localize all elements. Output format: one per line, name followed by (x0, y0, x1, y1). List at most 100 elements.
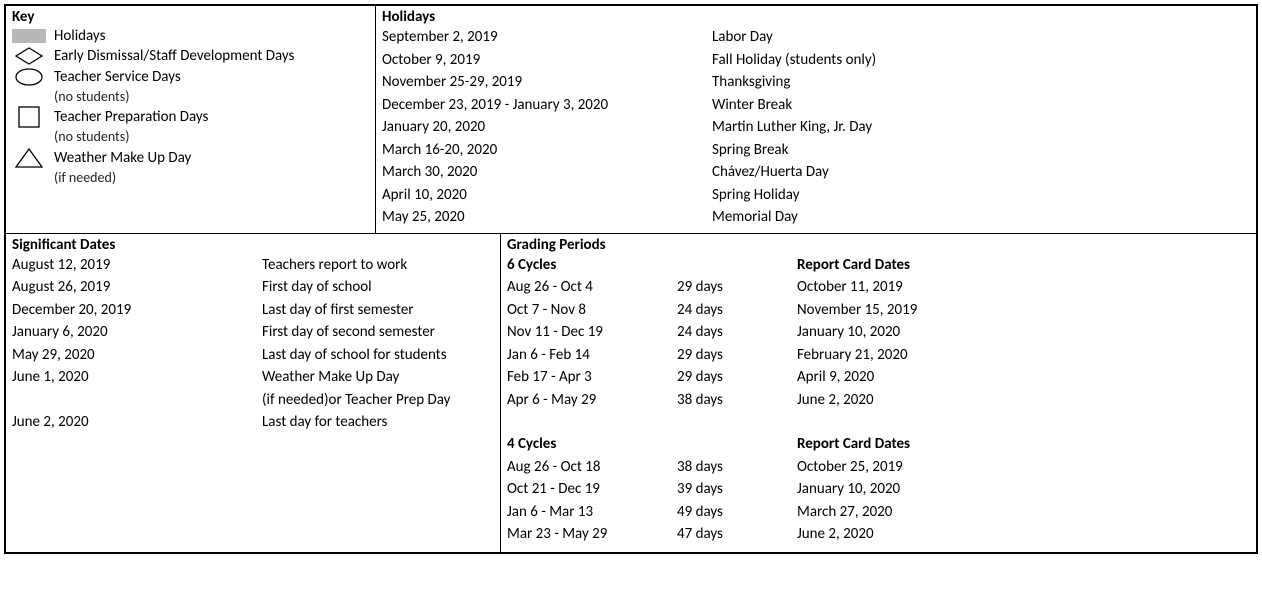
cycle-range: Oct 7 - Nov 8 (507, 299, 677, 322)
four-row: Jan 6 - Mar 1349 daysMarch 27, 2020 (507, 501, 1250, 524)
key-item-holidays: Holidays (12, 26, 369, 46)
sig-dates-col: August 12, 2019 August 26, 2019 December… (12, 254, 262, 434)
four-row: Aug 26 - Oct 1838 daysOctober 25, 2019 (507, 456, 1250, 479)
sig-date (12, 389, 262, 412)
key-label: Early Dismissal/Staff Development Days (54, 46, 294, 66)
diamond-icon (12, 46, 46, 66)
holiday-date: December 23, 2019 - January 3, 2020 (382, 94, 712, 117)
six-row: Aug 26 - Oct 429 daysOctober 11, 2019 (507, 276, 1250, 299)
sig-date: December 20, 2019 (12, 299, 262, 322)
key-note: (if needed) (54, 169, 116, 186)
report-date: March 27, 2020 (797, 501, 1250, 524)
cycle-days: 39 days (677, 478, 797, 501)
cycle-range: Aug 26 - Oct 18 (507, 456, 677, 479)
sig-desc-col: Teachers report to work First day of sch… (262, 254, 494, 434)
holiday-name: Martin Luther King, Jr. Day (712, 116, 1250, 139)
holiday-name: Thanksgiving (712, 71, 1250, 94)
sig-date: June 1, 2020 (12, 366, 262, 389)
sig-date: August 26, 2019 (12, 276, 262, 299)
holiday-name: Memorial Day (712, 206, 1250, 229)
key-section: Key Holidays Early Dismissal/Staff Devel… (6, 6, 376, 233)
cycle-range: Aug 26 - Oct 4 (507, 276, 677, 299)
holiday-name: Labor Day (712, 26, 1250, 49)
holiday-date: January 20, 2020 (382, 116, 712, 139)
cycle-days: 29 days (677, 344, 797, 367)
holiday-date: September 2, 2019 (382, 26, 712, 49)
spacer (507, 411, 1250, 433)
sig-desc: First day of second semester (262, 321, 494, 344)
sig-desc: Last day for teachers (262, 411, 494, 434)
key-label: Teacher Service Days (54, 68, 181, 86)
report-date: April 9, 2020 (797, 366, 1250, 389)
four-row: Oct 21 - Dec 1939 daysJanuary 10, 2020 (507, 478, 1250, 501)
report-date: January 10, 2020 (797, 478, 1250, 501)
report-date: January 10, 2020 (797, 321, 1250, 344)
ellipse-icon (12, 67, 46, 87)
six-cycles-header: 6 Cycles Report Card Dates (507, 254, 1250, 277)
holiday-names-col: Labor Day Fall Holiday (students only) T… (712, 26, 1250, 229)
report-card-header: Report Card Dates (797, 254, 1250, 277)
triangle-icon (12, 148, 46, 168)
key-label: Teacher Preparation Days (54, 108, 208, 126)
key-item-teacher-prep: Teacher Preparation Days (no students) (12, 107, 369, 148)
cycle-range: Feb 17 - Apr 3 (507, 366, 677, 389)
sig-desc: Teachers report to work (262, 254, 494, 277)
cycle-days: 47 days (677, 523, 797, 546)
holiday-name: Chávez/Huerta Day (712, 161, 1250, 184)
cycle-range: Oct 21 - Dec 19 (507, 478, 677, 501)
cycle-days: 29 days (677, 276, 797, 299)
cycle-days: 24 days (677, 299, 797, 322)
sig-date: June 2, 2020 (12, 411, 262, 434)
key-label: Weather Make Up Day (54, 149, 191, 167)
sig-desc: Last day of school for students (262, 344, 494, 367)
holidays-section: Holidays September 2, 2019 October 9, 20… (376, 6, 1256, 233)
report-date: February 21, 2020 (797, 344, 1250, 367)
cycle-days: 38 days (677, 456, 797, 479)
sig-desc: (if needed)or Teacher Prep Day (262, 389, 494, 412)
cycle-range: Apr 6 - May 29 (507, 389, 677, 412)
holidays-title: Holidays (382, 8, 1250, 26)
sig-desc: First day of school (262, 276, 494, 299)
holiday-name: Spring Break (712, 139, 1250, 162)
sig-date: August 12, 2019 (12, 254, 262, 277)
holiday-date: April 10, 2020 (382, 184, 712, 207)
key-title: Key (12, 8, 369, 26)
report-date: October 11, 2019 (797, 276, 1250, 299)
cycle-days: 24 days (677, 321, 797, 344)
report-date: November 15, 2019 (797, 299, 1250, 322)
bottom-row: Significant Dates August 12, 2019 August… (6, 234, 1256, 552)
cycle-days: 49 days (677, 501, 797, 524)
holiday-fill-icon (12, 26, 46, 46)
key-label: Holidays (54, 26, 105, 46)
holiday-date: March 30, 2020 (382, 161, 712, 184)
report-date: June 2, 2020 (797, 523, 1250, 546)
six-cycles-label: 6 Cycles (507, 254, 677, 277)
four-row: Mar 23 - May 2947 daysJune 2, 2020 (507, 523, 1250, 546)
holiday-date: March 16-20, 2020 (382, 139, 712, 162)
cycle-range: Mar 23 - May 29 (507, 523, 677, 546)
square-icon (12, 107, 46, 127)
cycle-days: 38 days (677, 389, 797, 412)
key-note: (no students) (54, 128, 129, 145)
significant-dates-section: Significant Dates August 12, 2019 August… (6, 234, 501, 552)
report-card-header: Report Card Dates (797, 433, 1250, 456)
six-row: Oct 7 - Nov 824 daysNovember 15, 2019 (507, 299, 1250, 322)
key-item-early-dismissal: Early Dismissal/Staff Development Days (12, 46, 369, 66)
grading-periods-section: Grading Periods 6 Cycles Report Card Dat… (501, 234, 1256, 552)
cycle-range: Nov 11 - Dec 19 (507, 321, 677, 344)
key-item-weather-makeup: Weather Make Up Day (if needed) (12, 148, 369, 189)
six-row: Nov 11 - Dec 1924 daysJanuary 10, 2020 (507, 321, 1250, 344)
grading-title: Grading Periods (507, 236, 1250, 254)
holiday-name: Fall Holiday (students only) (712, 49, 1250, 72)
sig-desc: Last day of first semester (262, 299, 494, 322)
cycle-range: Jan 6 - Feb 14 (507, 344, 677, 367)
key-item-teacher-service: Teacher Service Days (no students) (12, 67, 369, 108)
holiday-date: November 25-29, 2019 (382, 71, 712, 94)
sig-date: January 6, 2020 (12, 321, 262, 344)
report-date: June 2, 2020 (797, 389, 1250, 412)
sig-date: May 29, 2020 (12, 344, 262, 367)
holiday-name: Spring Holiday (712, 184, 1250, 207)
holiday-dates-col: September 2, 2019 October 9, 2019 Novemb… (382, 26, 712, 229)
sig-desc: Weather Make Up Day (262, 366, 494, 389)
six-row: Feb 17 - Apr 329 daysApril 9, 2020 (507, 366, 1250, 389)
